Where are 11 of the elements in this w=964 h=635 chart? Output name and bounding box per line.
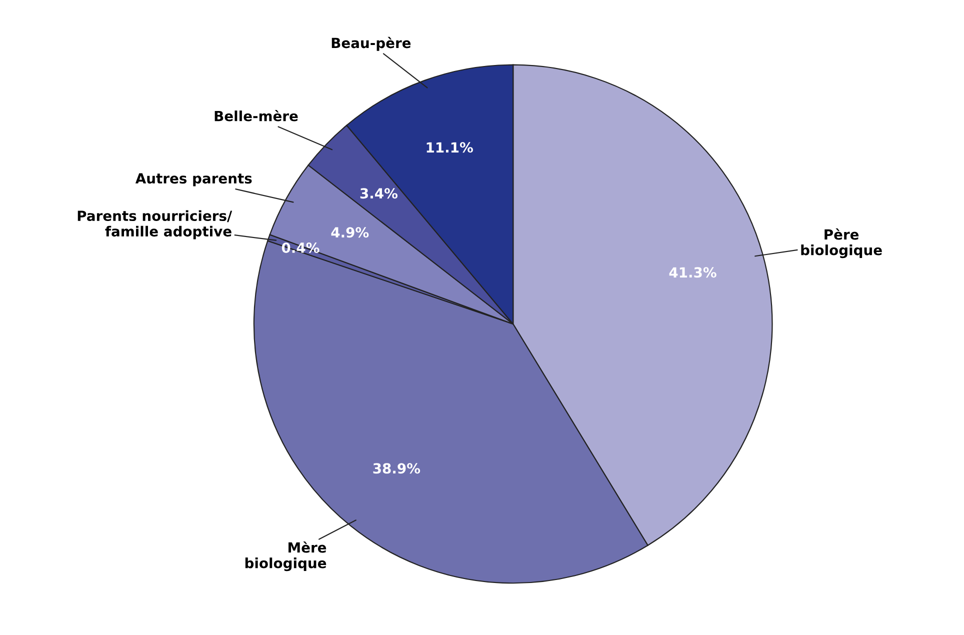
data-label: 41.3% bbox=[669, 267, 716, 278]
data-label: 38.9% bbox=[373, 463, 420, 474]
slice-label: Autres parents bbox=[135, 173, 252, 186]
slice-label: Beau-père bbox=[332, 36, 411, 51]
data-label: 3.4% bbox=[360, 188, 398, 199]
data-label: 4.9% bbox=[331, 227, 369, 238]
data-label: 11.1% bbox=[426, 142, 473, 153]
slice-label: Parents nourriciers/ famille adoptive bbox=[78, 210, 232, 240]
slice-label: Belle-mère bbox=[214, 110, 298, 122]
slice-label: Mère biologique bbox=[245, 541, 326, 572]
slice-label: Père biologique bbox=[801, 228, 882, 258]
